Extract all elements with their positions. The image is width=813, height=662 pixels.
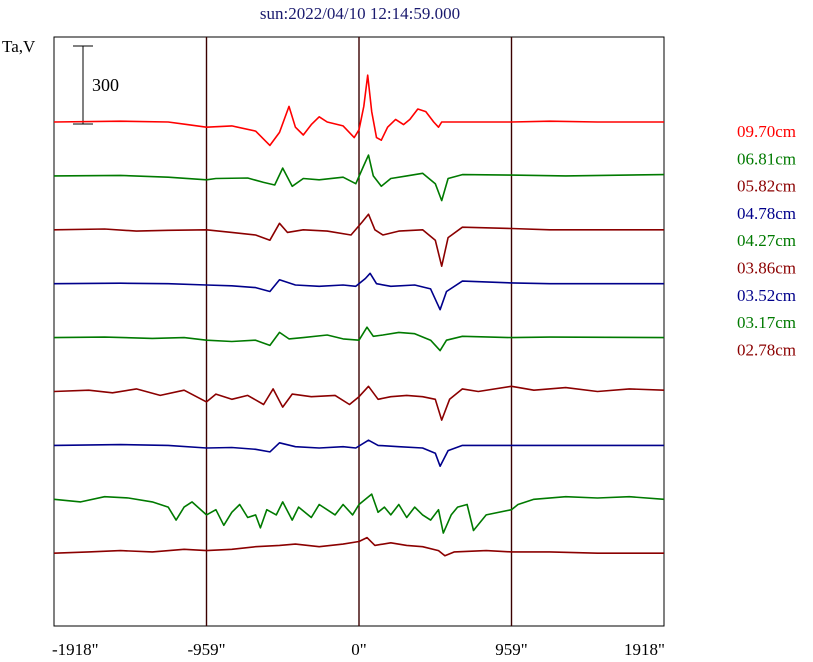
series-line-05.82cm — [53, 213, 664, 267]
series-line-03.17cm — [53, 493, 665, 534]
series-line-02.78cm — [53, 536, 664, 557]
legend-entry: 02.78cm — [737, 340, 796, 359]
scale-bar-label: 300 — [92, 75, 119, 95]
series-line-06.81cm — [53, 154, 665, 202]
legend-entry: 04.78cm — [737, 204, 796, 223]
series-line-04.27cm — [53, 326, 665, 352]
x-tick-label: 0" — [351, 640, 366, 659]
x-tick-label: 959" — [495, 640, 527, 659]
series-line-04.78cm — [53, 272, 664, 311]
legend-entry: 03.86cm — [737, 259, 796, 278]
series-line-03.86cm — [53, 385, 665, 421]
x-tick-label: -959" — [187, 640, 225, 659]
legend-entry: 03.52cm — [737, 286, 796, 305]
legend: 09.70cm 06.81cm 05.82cm 04.78cm 04.27cm 03.86… — [737, 122, 796, 359]
x-tick-label: -1918" — [52, 640, 99, 659]
chart-title: sun:2022/04/10 12:14:59.000 — [260, 4, 460, 23]
series-line-09.70cm — [53, 74, 664, 147]
legend-entry: 09.70cm — [737, 122, 796, 141]
legend-entry: 03.17cm — [737, 313, 796, 332]
legend-entry: 04.27cm — [737, 231, 796, 250]
series-group — [53, 74, 665, 557]
x-tick-label: 1918" — [624, 640, 665, 659]
x-tick-labels: -1918" -959" 0" 959" 1918" — [52, 640, 665, 659]
scale-bar: 300 — [73, 45, 119, 125]
legend-entry: 06.81cm — [737, 149, 796, 168]
series-line-03.52cm — [53, 439, 664, 467]
reference-lines — [205, 37, 513, 626]
y-axis-label: Ta,V — [2, 37, 36, 56]
legend-entry: 05.82cm — [737, 177, 796, 196]
